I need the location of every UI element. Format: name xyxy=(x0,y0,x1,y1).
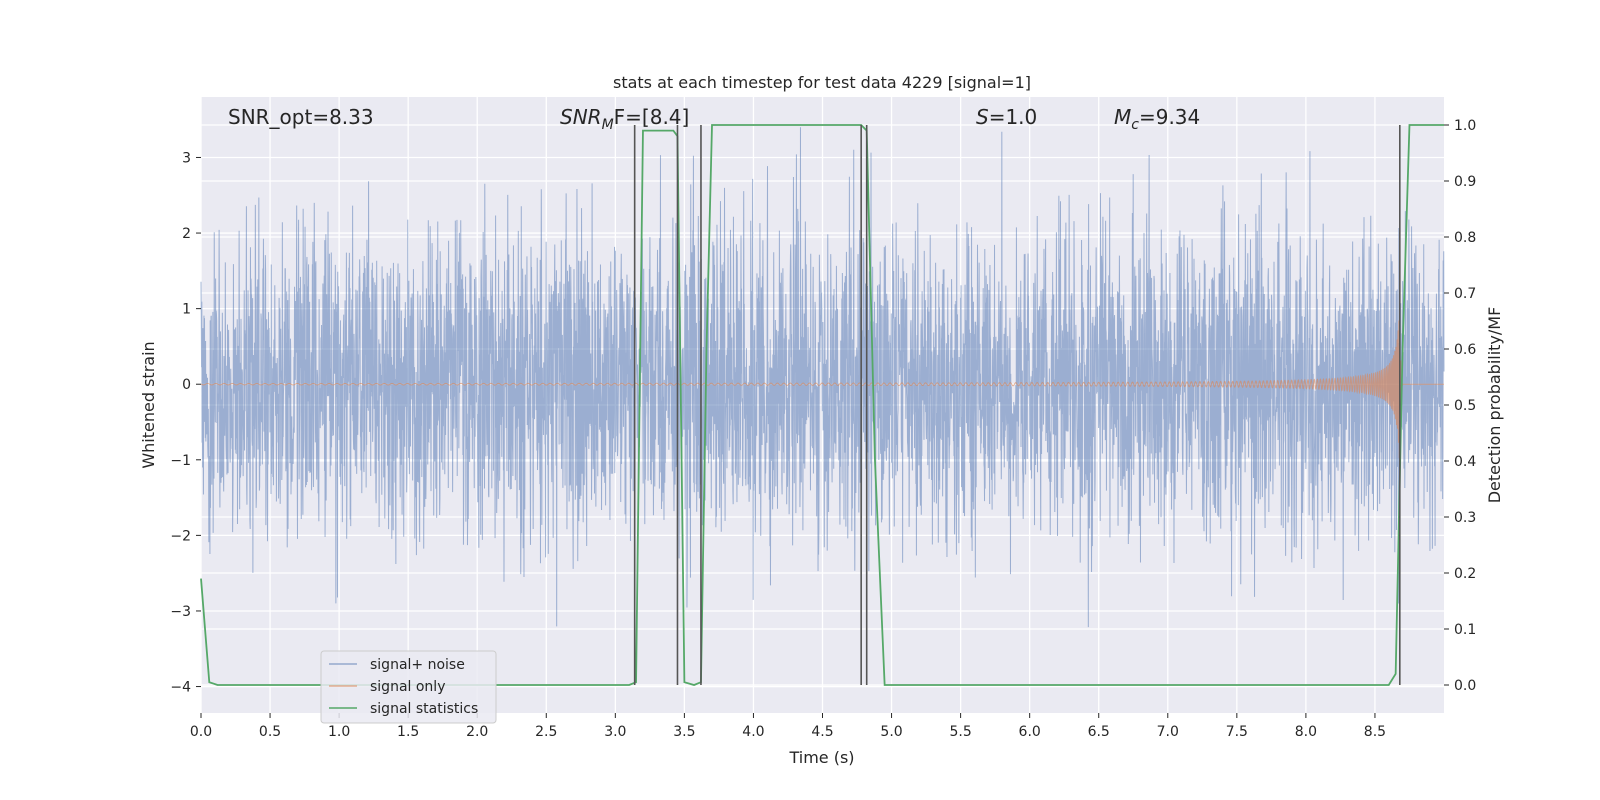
y-left-tick-label: 3 xyxy=(182,150,191,166)
y-left-axis-ticks: −4 −3 −2 −1 0 1 2 3 xyxy=(170,150,201,696)
y-right-axis-ticks: 0.0 0.1 0.2 0.3 0.4 0.5 0.6 0.7 0.8 0.9 1.0 xyxy=(1444,118,1476,694)
annotation-s-value: =1.0 xyxy=(989,105,1038,129)
vertical-markers xyxy=(633,125,1401,685)
y-right-tick-label: 0.0 xyxy=(1454,678,1476,694)
legend-box xyxy=(320,650,497,724)
annotation-snr-mf: SNRMF=[8.4] xyxy=(560,105,689,133)
y-left-tick-label: −2 xyxy=(170,528,191,544)
y-right-tick-label: 0.3 xyxy=(1454,510,1476,526)
x-tick-label: 2.0 xyxy=(466,724,488,740)
annotation-mc-symbol: M xyxy=(1114,105,1131,129)
x-tick-label: 7.0 xyxy=(1157,724,1179,740)
x-tick-label: 6.0 xyxy=(1019,724,1041,740)
annotation-snr-mf-value: F=[8.4] xyxy=(614,105,690,129)
y-right-axis-label: Detection probability/MF xyxy=(1485,307,1504,504)
x-tick-label: 3.0 xyxy=(604,724,626,740)
legend: signal+ noise signal only signal statist… xyxy=(320,650,497,724)
y-left-tick-label: 0 xyxy=(182,377,191,393)
y-right-tick-label: 0.9 xyxy=(1454,174,1476,190)
signal-plus-noise-line xyxy=(200,127,1445,628)
x-axis-label: Time (s) xyxy=(788,748,854,767)
legend-label-signal-plus-noise: signal+ noise xyxy=(370,657,465,673)
x-tick-label: 1.0 xyxy=(328,724,350,740)
annotation-s: S=1.0 xyxy=(976,105,1037,129)
x-tick-label: 4.0 xyxy=(742,724,764,740)
annotation-s-symbol: S xyxy=(976,105,989,129)
y-right-tick-label: 0.2 xyxy=(1454,566,1476,582)
y-left-tick-label: −3 xyxy=(170,604,191,620)
y-right-tick-label: 0.4 xyxy=(1454,454,1476,470)
y-left-tick-label: −4 xyxy=(170,680,191,696)
y-left-tick-label: 1 xyxy=(182,302,191,318)
signal-statistics-line xyxy=(200,124,1444,686)
x-tick-label: 8.0 xyxy=(1295,724,1317,740)
annotation-snr-opt: SNR_opt=8.33 xyxy=(228,105,374,129)
signal-only-line xyxy=(200,296,1444,459)
y-left-tick-label: 2 xyxy=(182,226,191,242)
x-tick-label: 0.5 xyxy=(259,724,281,740)
signal-only-series xyxy=(200,296,1444,459)
legend-label-signal-statistics: signal statistics xyxy=(370,701,478,717)
x-tick-label: 3.5 xyxy=(673,724,695,740)
y-left-axis-label: Whitened strain xyxy=(139,341,158,468)
y-right-tick-label: 0.7 xyxy=(1454,286,1476,302)
annotation-snr-mf-symbol: SNR xyxy=(560,105,602,129)
y-right-tick-label: 1.0 xyxy=(1454,118,1476,134)
signal-statistics-series xyxy=(200,124,1444,686)
x-tick-label: 2.5 xyxy=(535,724,557,740)
legend-label-signal-only: signal only xyxy=(370,679,445,695)
x-tick-label: 5.0 xyxy=(880,724,902,740)
y-left-tick-label: −1 xyxy=(170,453,191,469)
x-tick-label: 0.0 xyxy=(190,724,212,740)
chart-title: stats at each timestep for test data 422… xyxy=(613,73,1031,92)
annotation-mc-value: =9.34 xyxy=(1139,105,1200,129)
x-tick-label: 1.5 xyxy=(397,724,419,740)
annotation-snr-mf-subscript: M xyxy=(602,117,614,133)
y-right-tick-label: 0.8 xyxy=(1454,230,1476,246)
x-axis-ticks: 0.0 0.5 1.0 1.5 2.0 2.5 3.0 3.5 4.0 4.5 5.0 5.5 6.0 6… xyxy=(190,713,1386,740)
y-right-tick-label: 0.5 xyxy=(1454,398,1476,414)
x-tick-label: 5.5 xyxy=(949,724,971,740)
signal-plus-noise-series xyxy=(200,127,1445,628)
x-tick-label: 4.5 xyxy=(811,724,833,740)
x-tick-label: 8.5 xyxy=(1364,724,1386,740)
annotation-mc-subscript: c xyxy=(1131,117,1139,133)
y-right-tick-label: 0.6 xyxy=(1454,342,1476,358)
annotation-mc: Mc=9.34 xyxy=(1114,105,1200,133)
x-tick-label: 7.5 xyxy=(1226,724,1248,740)
y-right-tick-label: 0.1 xyxy=(1454,622,1476,638)
x-tick-label: 6.5 xyxy=(1088,724,1110,740)
